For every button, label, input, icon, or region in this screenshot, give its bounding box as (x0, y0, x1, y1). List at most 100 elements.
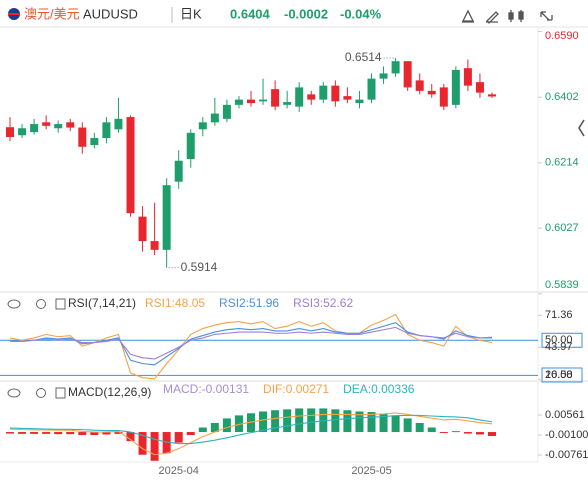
candle-body (90, 138, 99, 146)
fullscreen-button[interactable] (540, 11, 553, 21)
candle-body (427, 90, 436, 95)
candle-body (234, 99, 243, 105)
histogram-bar (355, 411, 364, 433)
pair-name: 澳元/美元 (24, 6, 80, 21)
y-tick-label: 20.00 (545, 369, 573, 381)
eye-icon[interactable] (7, 388, 21, 398)
indicator-icon (518, 11, 524, 20)
histogram-bar (42, 432, 51, 434)
candle-body (415, 80, 424, 91)
histogram-bar (331, 409, 340, 433)
histogram-bar (138, 432, 147, 455)
candle-body (475, 82, 484, 93)
histogram-bar (463, 432, 472, 434)
legend-entry: RSI2:51.96 (219, 296, 279, 310)
candle-body (488, 94, 496, 97)
expand-icon[interactable] (55, 387, 66, 399)
last-price: 0.6404 (230, 6, 271, 21)
candle-body (210, 113, 219, 123)
candle-body (18, 128, 27, 136)
x-tick-label: 2025-04 (159, 465, 199, 477)
y-tick-label: 0.6027 (545, 222, 579, 234)
candle-body (42, 122, 51, 126)
drawing-tool-button[interactable] (461, 9, 475, 23)
candle-body (78, 127, 87, 147)
price-change-pct: -0.04% (340, 6, 382, 21)
histogram-bar (451, 431, 460, 433)
histogram-bar (162, 432, 171, 454)
x-tick-label: 2025-05 (351, 465, 391, 477)
histogram-bar (488, 432, 496, 436)
histogram-bar (210, 422, 219, 433)
candle-body (283, 102, 292, 105)
candle-body (439, 87, 448, 107)
candle-body (403, 61, 412, 88)
histogram-bar (439, 432, 448, 434)
toolbar (461, 9, 585, 137)
tick-label-box (541, 332, 583, 348)
period[interactable]: 日K (180, 6, 202, 21)
histogram-bar (391, 415, 400, 433)
candle-body (379, 73, 388, 79)
candle-body (259, 99, 268, 102)
histogram-bar (367, 412, 376, 433)
rsi-header (7, 298, 66, 310)
candle-body (391, 61, 400, 74)
candle-body (463, 68, 472, 86)
y-tick-label: 0.00561 (545, 409, 585, 421)
indicator-title: RSI(7,14,21) (68, 296, 136, 310)
candle-body (126, 117, 135, 214)
histogram-bar (90, 432, 99, 436)
candle-body (367, 78, 376, 100)
candle-body (162, 185, 171, 250)
low-annotation: 0.5914 (181, 260, 218, 274)
indicator-icon (508, 12, 514, 20)
histogram-bar (6, 432, 14, 434)
histogram-bar (271, 410, 280, 433)
y-tick-label: 50.00 (545, 334, 573, 346)
histogram-bar (126, 432, 135, 442)
y-tick-label: -0.00761 (545, 449, 588, 461)
histogram-bar (78, 432, 87, 436)
histogram-bar (222, 418, 231, 433)
histogram-bar (234, 415, 243, 433)
histogram-bar (307, 408, 316, 433)
candle-body (150, 241, 159, 250)
y-tick-label: 0.6214 (545, 157, 579, 169)
histogram-bar (427, 427, 436, 433)
candle-body (102, 122, 111, 139)
histogram-bar (295, 408, 304, 433)
y-tick-label: 0.6590 (545, 30, 579, 42)
tick-label-box (541, 367, 583, 383)
histogram-bar (415, 422, 424, 433)
candle-body (271, 89, 280, 107)
histogram-bar (54, 432, 63, 435)
histogram-bar (475, 432, 484, 435)
candle-body (295, 87, 304, 107)
candle-body (66, 122, 75, 128)
histogram-bar (114, 432, 123, 434)
settings-icon[interactable] (36, 388, 46, 398)
candle-body (319, 85, 328, 100)
expand-icon[interactable] (55, 298, 66, 310)
settings-icon[interactable] (36, 299, 46, 309)
collapse-button[interactable] (578, 119, 585, 137)
legend-entry: DIF:0.00271 (263, 382, 329, 396)
indicator-line (10, 326, 493, 360)
edit-button[interactable] (486, 11, 499, 24)
eye-icon[interactable] (7, 299, 21, 309)
candle-body (331, 85, 340, 102)
histogram-bar (30, 432, 39, 434)
legend-entry: DEA:0.00336 (343, 382, 415, 396)
candle-body (247, 99, 255, 104)
indicator-line (9, 414, 493, 445)
histogram-bar (174, 432, 183, 443)
histogram-bar (186, 432, 195, 436)
histogram-bar (283, 409, 292, 433)
histogram-bar (259, 411, 268, 433)
histogram-bar (102, 432, 111, 435)
y-tick-label: 71.36 (545, 309, 573, 321)
histogram-bar (403, 418, 412, 433)
legend-entry: RSI3:52.62 (293, 296, 353, 310)
